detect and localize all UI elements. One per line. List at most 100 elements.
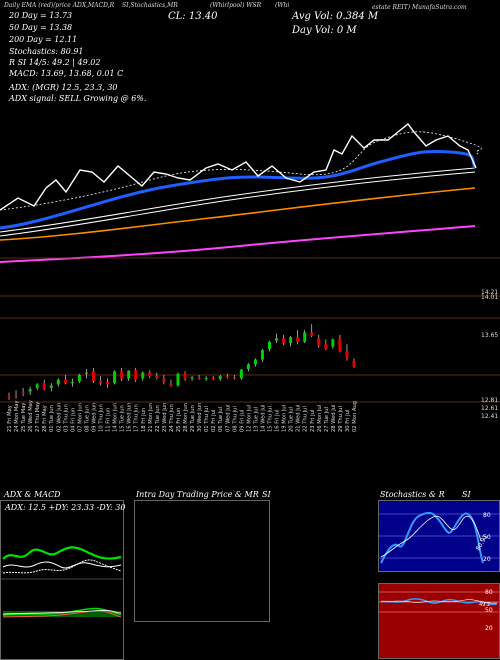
candle-body bbox=[169, 383, 173, 386]
candle-body bbox=[211, 377, 215, 380]
candle-body bbox=[155, 376, 159, 378]
candle-23 bbox=[169, 379, 173, 387]
candle-body bbox=[49, 385, 53, 388]
candle-2 bbox=[21, 387, 25, 397]
candle-body bbox=[148, 372, 152, 377]
price-axis-label: 12.81 bbox=[481, 397, 498, 404]
ema50-line-outer bbox=[0, 171, 476, 237]
candle-body bbox=[127, 370, 131, 379]
date-label: 08 Tue Jun bbox=[84, 405, 90, 432]
date-label: 30 Fri Jul bbox=[345, 410, 351, 432]
price-axis-label: 12.41 bbox=[481, 413, 498, 420]
date-label: 02 Wed Jun bbox=[56, 403, 62, 432]
stat-ema20: 20 Day = 13.73 bbox=[9, 11, 73, 20]
candle-33 bbox=[239, 369, 243, 380]
rsi-plot: 80 50 20 49.2 bbox=[379, 589, 499, 632]
candle-3 bbox=[28, 386, 32, 395]
plus-di-line bbox=[2, 561, 122, 569]
title-line-part4: (Whi bbox=[275, 2, 290, 9]
date-label: 23 Fri Jul bbox=[310, 410, 316, 432]
price-axis-label: 13.65 bbox=[481, 332, 498, 339]
price-axis-label: 14.21 bbox=[481, 289, 498, 296]
stat-macd: MACD: 13.69, 13.68, 0.01 C bbox=[9, 69, 124, 78]
candle-29 bbox=[211, 376, 215, 381]
candle-30 bbox=[218, 374, 222, 381]
candle-body bbox=[303, 332, 307, 342]
date-label: 24 Thu Jun bbox=[169, 404, 175, 432]
candle-body bbox=[99, 380, 103, 384]
adx-macd-plot bbox=[1, 546, 123, 618]
candle-body bbox=[56, 379, 60, 385]
candle-body bbox=[218, 376, 222, 380]
candles bbox=[7, 324, 356, 400]
date-label: 27 Tue Jul bbox=[324, 407, 330, 432]
candle-4 bbox=[35, 383, 39, 391]
candle-14 bbox=[106, 378, 110, 388]
candle-body bbox=[317, 338, 321, 346]
candle-1 bbox=[14, 390, 18, 399]
macd-histogram bbox=[3, 611, 121, 617]
candle-41 bbox=[296, 330, 300, 345]
candle-body bbox=[190, 377, 194, 379]
candle-48 bbox=[345, 344, 349, 361]
date-label: 23 Wed Jun bbox=[162, 403, 168, 432]
candle-18 bbox=[134, 367, 138, 382]
candle-16 bbox=[120, 367, 124, 381]
date-label: 29 Thu Jul bbox=[338, 406, 344, 432]
date-label: 06 Tue Jul bbox=[218, 407, 224, 432]
date-label: 09 Fri Jul bbox=[239, 410, 245, 432]
candle-28 bbox=[204, 376, 208, 381]
candle-body bbox=[282, 338, 286, 344]
candle-body bbox=[268, 341, 272, 349]
candle-body bbox=[176, 373, 180, 386]
candle-body bbox=[42, 383, 46, 390]
candle-body bbox=[134, 370, 138, 380]
stat-ema50: 50 Day = 13.38 bbox=[9, 23, 73, 32]
date-label: 30 Wed Jun bbox=[197, 403, 203, 432]
date-label: 28 Mon Jun bbox=[183, 403, 189, 432]
candle-7 bbox=[56, 378, 60, 387]
candle-body bbox=[246, 364, 250, 370]
candle-body bbox=[70, 382, 74, 384]
candle-17 bbox=[127, 370, 131, 381]
candle-10 bbox=[77, 373, 81, 384]
date-label: 10 Thu Jun bbox=[99, 404, 105, 432]
title-line-part3: (Whirlpool) WSR bbox=[210, 2, 262, 9]
candle-45 bbox=[324, 339, 328, 351]
candle-body bbox=[289, 337, 293, 344]
price-grid bbox=[0, 257, 500, 403]
rsi-line bbox=[380, 598, 498, 606]
candle-49 bbox=[352, 358, 356, 368]
intra-panel-title: Intra Day Trading Price & MR bbox=[136, 490, 259, 499]
stat-adx: ADX: (MGR) 12.5, 23.3, 30 bbox=[9, 83, 118, 92]
candle-body bbox=[35, 384, 39, 388]
date-label: 21 Fri May bbox=[7, 405, 13, 432]
candle-5 bbox=[42, 379, 46, 391]
candle-47 bbox=[338, 334, 342, 353]
adx-panel-title: ADX & MACD bbox=[4, 490, 61, 499]
stat-adx-signal: ADX signal: SELL Growing @ 6%. bbox=[9, 94, 147, 103]
candle-body bbox=[162, 378, 166, 382]
date-label: 28 Fri May bbox=[42, 405, 48, 432]
price-axis-label: 14.01 bbox=[481, 294, 498, 301]
candle-body bbox=[338, 338, 342, 352]
price-line bbox=[0, 123, 477, 211]
date-label: 08 Thu Jul bbox=[232, 406, 238, 432]
candle-22 bbox=[162, 374, 166, 385]
ema-lines bbox=[0, 123, 482, 263]
candle-39 bbox=[282, 334, 286, 346]
date-label: 02 Fri Jul bbox=[211, 410, 217, 432]
candle-40 bbox=[289, 336, 293, 347]
candle-body bbox=[7, 396, 11, 398]
date-label: 13 Tue Jul bbox=[253, 407, 259, 432]
candle-27 bbox=[197, 374, 201, 380]
candle-9 bbox=[70, 378, 74, 387]
date-label: 21 Wed Jul bbox=[296, 405, 302, 432]
stoch-panel-title: Stochastics & R bbox=[380, 490, 445, 499]
date-label: 04 Fri Jun bbox=[70, 408, 76, 432]
candle-36 bbox=[260, 348, 264, 362]
candle-0 bbox=[7, 392, 11, 400]
candle-21 bbox=[155, 372, 159, 380]
rsi-value-label: 49.2 bbox=[479, 602, 490, 608]
candle-body bbox=[310, 332, 314, 336]
